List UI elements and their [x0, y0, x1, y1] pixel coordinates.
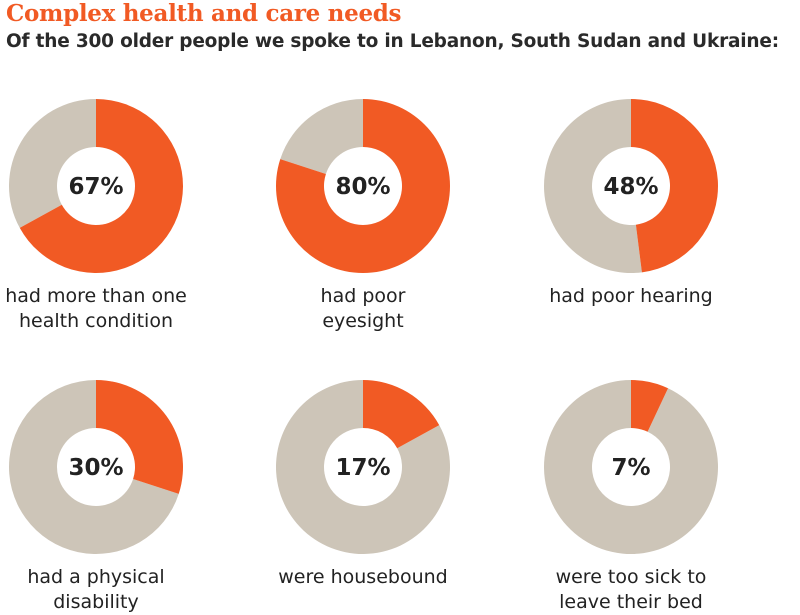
- caption-line: leave their bed: [559, 591, 703, 613]
- donut-caption: were too sick to leave their bed: [501, 565, 761, 615]
- caption-line: disability: [53, 591, 139, 613]
- donut-4: 30%: [8, 380, 183, 554]
- donut-value-slice: [19, 99, 183, 273]
- donut-remainder-slice: [543, 380, 718, 554]
- donut-caption: had poor eyesight: [233, 284, 493, 334]
- donut-value-label: 17%: [335, 455, 390, 481]
- caption-line: had poor hearing: [549, 285, 713, 307]
- caption-line: health condition: [18, 310, 174, 332]
- donut-1: 67%: [8, 99, 183, 273]
- donut-caption: had more than one health condition: [0, 284, 226, 334]
- donut-value-label: 67%: [68, 174, 123, 200]
- donut-5: 17%: [275, 380, 450, 554]
- caption-line: had more than one: [5, 285, 187, 307]
- donut-caption: had a physical disability: [0, 565, 226, 615]
- caption-line: eyesight: [322, 310, 404, 332]
- donut-value-slice: [276, 99, 451, 273]
- donut-value-label: 7%: [611, 455, 650, 481]
- donut-remainder-slice: [543, 99, 642, 273]
- donut-value-slice: [631, 380, 669, 432]
- donut-3: 48%: [543, 99, 718, 273]
- donut-value-slice: [96, 380, 183, 494]
- caption-line: had poor: [320, 285, 406, 307]
- caption-line: were too sick to: [555, 566, 707, 588]
- donut-value-slice: [363, 380, 440, 449]
- caption-line: were housebound: [278, 566, 448, 588]
- donut-remainder-slice: [8, 99, 96, 228]
- donut-6: 7%: [543, 380, 718, 554]
- donut-remainder-slice: [275, 380, 450, 554]
- chart-title: Complex health and care needs: [6, 0, 402, 27]
- donut-remainder-slice: [8, 380, 179, 554]
- donut-caption: had poor hearing: [501, 284, 761, 309]
- donut-remainder-slice: [280, 99, 363, 174]
- donut-caption: were housebound: [233, 565, 493, 590]
- donut-value-label: 30%: [68, 455, 123, 481]
- donut-value-label: 80%: [335, 174, 390, 200]
- chart-subtitle: Of the 300 older people we spoke to in L…: [6, 31, 779, 52]
- donut-value-label: 48%: [603, 174, 658, 200]
- donut-value-slice: [631, 99, 718, 273]
- donut-2: 80%: [276, 99, 451, 273]
- caption-line: had a physical: [27, 566, 165, 588]
